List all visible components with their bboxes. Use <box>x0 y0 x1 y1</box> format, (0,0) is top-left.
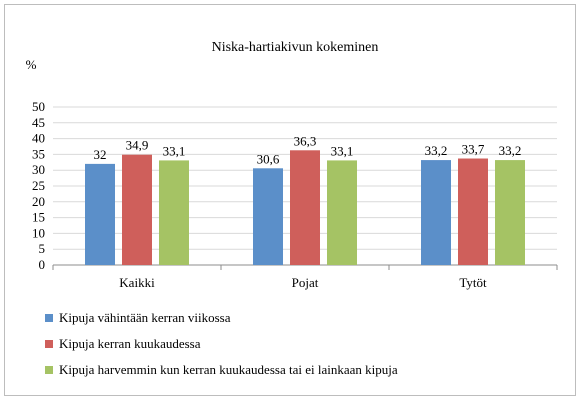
chart-title: Niska-hartiakivun kokeminen <box>212 40 379 55</box>
legend-item-rarely: Kipuja harvemmin kun kerran kuukaudessa … <box>45 357 398 383</box>
legend-label-weekly: Kipuja vähintään kerran viikossa <box>59 310 231 325</box>
data-label: 33,2 <box>425 143 448 158</box>
bar <box>421 160 451 265</box>
y-tick-label: 15 <box>32 210 45 225</box>
bar <box>327 160 357 265</box>
y-tick-label: 45 <box>32 115 45 130</box>
data-label: 32 <box>94 147 107 162</box>
y-tick-label: 25 <box>32 178 45 193</box>
legend-item-monthly: Kipuja kerran kuukaudessa <box>45 331 398 357</box>
data-label: 33,7 <box>462 142 485 157</box>
legend-swatch-weekly <box>45 314 53 322</box>
y-tick-label: 50 <box>32 99 45 114</box>
bar <box>122 154 152 265</box>
chart-frame: Niska-hartiakivun kokeminen % 0 5 10 15 20 25… <box>4 4 576 396</box>
legend-swatch-rarely <box>45 366 53 374</box>
legend: Kipuja vähintään kerran viikossa Kipuja … <box>45 305 398 383</box>
data-label: 36,3 <box>294 133 317 148</box>
legend-label-rarely: Kipuja harvemmin kun kerran kuukaudessa … <box>59 362 398 377</box>
y-tick-label: 30 <box>32 162 45 177</box>
y-tick-label: 40 <box>32 131 45 146</box>
y-tick-label: 0 <box>39 257 46 272</box>
data-label: 33,1 <box>331 143 354 158</box>
legend-swatch-monthly <box>45 340 53 348</box>
bar <box>85 163 115 265</box>
chart-svg: Niska-hartiakivun kokeminen % 0510152025… <box>26 40 558 290</box>
x-tick-label: Kaikki <box>119 275 155 290</box>
y-tick-label: 35 <box>32 146 45 161</box>
data-label: 30,6 <box>257 151 280 166</box>
y-axis-label: % <box>26 57 37 72</box>
y-tick-label: 10 <box>32 225 45 240</box>
legend-label-monthly: Kipuja kerran kuukaudessa <box>59 336 201 351</box>
data-label: 34,9 <box>126 138 149 153</box>
bar <box>290 150 320 265</box>
data-label: 33,1 <box>163 143 186 158</box>
bar <box>458 158 488 265</box>
bar <box>159 160 189 265</box>
data-label: 33,2 <box>499 143 522 158</box>
x-tick-label: Tytöt <box>459 275 487 290</box>
x-tick-label: Pojat <box>292 275 319 290</box>
y-tick-label: 5 <box>39 241 46 256</box>
bar <box>495 160 525 265</box>
y-tick-label: 20 <box>32 194 45 209</box>
legend-item-weekly: Kipuja vähintään kerran viikossa <box>45 305 398 331</box>
bar <box>253 168 283 265</box>
